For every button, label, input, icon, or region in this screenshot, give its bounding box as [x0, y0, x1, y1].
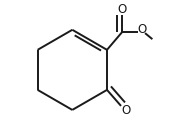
Text: O: O	[122, 104, 131, 117]
Text: O: O	[118, 3, 127, 16]
Text: O: O	[137, 23, 147, 36]
